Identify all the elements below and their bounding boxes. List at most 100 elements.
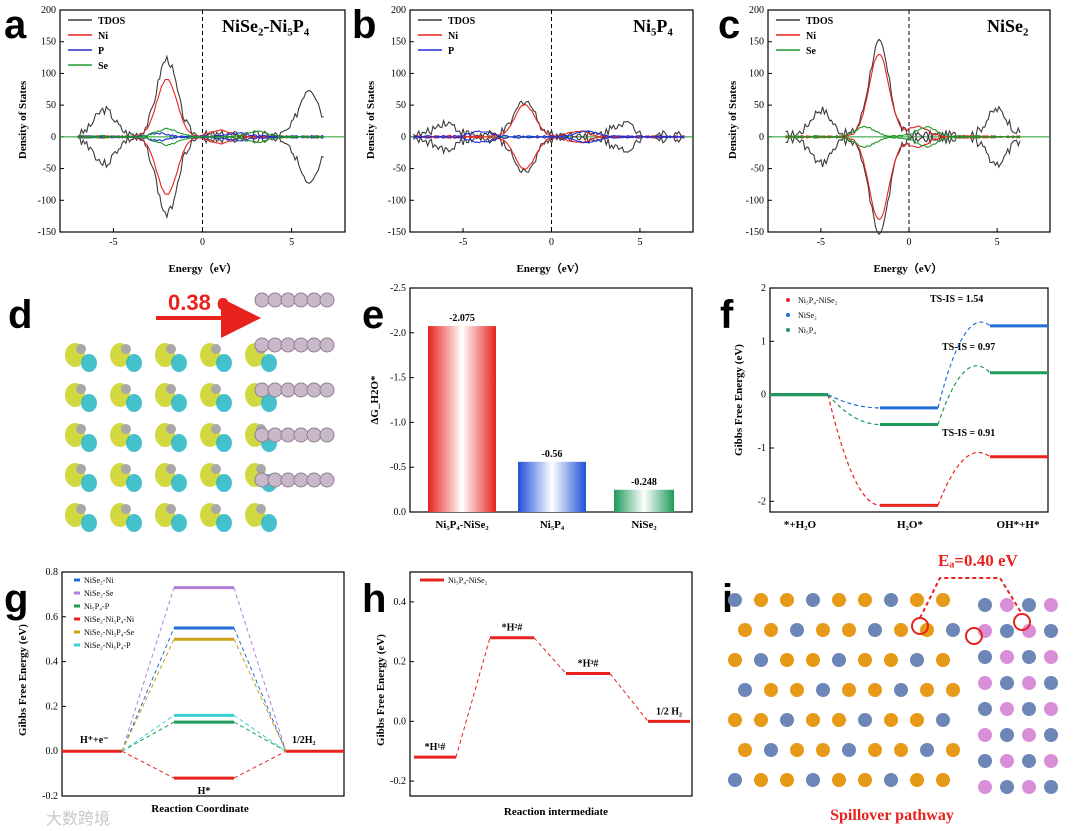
atom — [1000, 728, 1014, 742]
charge-lobe-cyan — [126, 354, 142, 372]
panel-b-ylabel: Density of States — [365, 80, 377, 159]
atom-ni — [121, 504, 131, 514]
y-tick-label: 0 — [401, 132, 406, 143]
atom-p — [254, 292, 270, 308]
atom — [1044, 702, 1058, 716]
atom — [1022, 702, 1036, 716]
atom — [806, 593, 820, 607]
atom — [764, 743, 778, 757]
highlighted-h-site — [1013, 613, 1031, 631]
y-tick-label: 0.2 — [394, 657, 407, 668]
x-tick-label: 0 — [200, 237, 205, 248]
y-tick-label: -150 — [388, 227, 406, 238]
atom-p — [293, 292, 309, 308]
plot-frame — [59, 9, 346, 233]
atom-p — [319, 472, 335, 488]
panel-a-xlabel: Energy（eV） — [168, 262, 237, 275]
panel-g-label: g — [4, 577, 28, 621]
atom-p — [319, 382, 335, 398]
dos-curve-se-down — [785, 136, 1021, 149]
charge-lobe-cyan — [216, 434, 232, 452]
atom — [936, 773, 950, 787]
atom — [1000, 624, 1014, 638]
atom-ni — [166, 464, 176, 474]
atom-ni — [256, 504, 266, 514]
connector-dash — [121, 714, 175, 752]
atom — [858, 653, 872, 667]
charge-lobe-cyan — [81, 514, 97, 532]
x-tick-label: 5 — [289, 237, 294, 248]
atom — [946, 743, 960, 757]
y-tick-label: -50 — [751, 164, 764, 175]
ts-curve — [937, 451, 991, 506]
charge-transfer-label: 0.38 e — [168, 290, 229, 315]
y-tick-label: -50 — [393, 164, 406, 175]
x-tick-label: 0 — [907, 237, 912, 248]
x-category-label: *H¹# — [425, 742, 446, 753]
y-tick-label: 0 — [761, 390, 766, 401]
atom — [978, 598, 992, 612]
ts-curve — [937, 365, 991, 425]
atom — [978, 650, 992, 664]
atom — [790, 743, 804, 757]
panel-a-label: a — [4, 3, 27, 47]
atom — [738, 683, 752, 697]
legend-dot — [786, 298, 790, 302]
atom-ni — [121, 344, 131, 354]
atom — [1022, 728, 1036, 742]
y-tick-label: 100 — [391, 68, 406, 79]
atom — [868, 683, 882, 697]
y-tick-label: 100 — [41, 68, 56, 79]
y-tick-label: -2.5 — [390, 283, 406, 294]
atom — [816, 623, 830, 637]
bar-0 — [428, 326, 496, 512]
atom — [754, 773, 768, 787]
panel-i-label: i — [722, 577, 733, 621]
connector-dash — [121, 627, 175, 752]
y-tick-label: -0.5 — [390, 462, 406, 473]
legend-label: Se — [806, 46, 817, 57]
charge-lobe-cyan — [81, 354, 97, 372]
dos-curve-se-up — [785, 125, 1021, 138]
x-category-label: 1/2 H₂ — [656, 706, 682, 717]
atom-p — [267, 337, 283, 353]
atom — [780, 593, 794, 607]
atom-ni — [121, 464, 131, 474]
charge-lobe-cyan — [126, 474, 142, 492]
y-tick-label: 50 — [46, 100, 56, 111]
atom — [832, 773, 846, 787]
charge-lobe-cyan — [81, 394, 97, 412]
dos-curve-ni-down — [77, 136, 324, 195]
atom — [780, 773, 794, 787]
connector-dash — [121, 587, 175, 752]
atom-p — [254, 427, 270, 443]
plot-frame — [409, 571, 693, 797]
atom-p — [267, 472, 283, 488]
legend-label: TDOS — [98, 16, 126, 27]
charge-lobe-cyan — [81, 434, 97, 452]
panel-h-intermediates: h Gibbs Free Energy (eV) Reaction interm… — [362, 571, 693, 818]
atom-ni — [121, 384, 131, 394]
legend-label: Ni₅P₄-NiSe₂ — [448, 576, 488, 585]
atom-ni — [211, 384, 221, 394]
legend-label: Se — [98, 61, 109, 72]
atom-p — [306, 337, 322, 353]
atom — [816, 743, 830, 757]
y-tick-label: 0 — [759, 132, 764, 143]
atom-p — [254, 472, 270, 488]
atom — [1000, 780, 1014, 794]
atom — [764, 683, 778, 697]
charge-lobe-cyan — [171, 434, 187, 452]
atom — [790, 623, 804, 637]
atom — [1044, 624, 1058, 638]
charge-lobe-cyan — [216, 474, 232, 492]
y-tick-label: 150 — [391, 37, 406, 48]
panel-d-label: d — [8, 293, 32, 337]
atom-ni — [211, 344, 221, 354]
atom-p — [306, 382, 322, 398]
atom — [936, 653, 950, 667]
spillover-caption: Spillover pathway — [830, 807, 954, 824]
atom-p — [306, 292, 322, 308]
bar-value-label: -0.248 — [631, 477, 657, 488]
panel-f-ylabel: Gibbs Free Energy (eV) — [733, 344, 745, 456]
